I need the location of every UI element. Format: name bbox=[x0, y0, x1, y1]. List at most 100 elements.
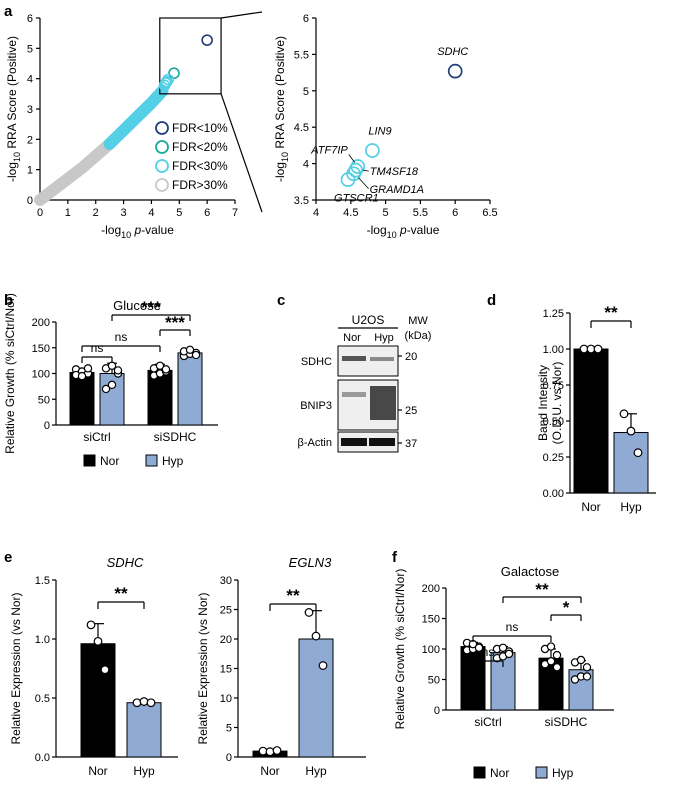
e-sdhc-dot-hyp-1 bbox=[139, 697, 149, 706]
a-right-gene-label-4: GRAMD1A bbox=[370, 184, 424, 196]
e-sdhc-sig: ** bbox=[114, 584, 128, 603]
a-left-xlabel: -log10 p-value bbox=[101, 223, 174, 240]
d-ylabel-2: (O.D.U. vs Nor) bbox=[550, 362, 564, 445]
e-sdhc-bar-hyp bbox=[126, 702, 162, 758]
a-right-ylabel: -log10 RRA Score (Positive) bbox=[273, 36, 290, 182]
a-left-fdr30-points bbox=[103, 84, 169, 150]
e-egln3-xtick-label-0: Nor bbox=[260, 764, 279, 778]
d-ylabel-1: Band Intensity bbox=[536, 365, 550, 441]
b-sig-0: ns bbox=[91, 341, 104, 355]
f-title: Galactose bbox=[501, 564, 560, 579]
a-right-leader-gramd1a bbox=[358, 177, 369, 190]
d-dot-nor-2 bbox=[593, 344, 603, 354]
e-egln3-xtick-label-1: Hyp bbox=[305, 764, 327, 778]
a-left-legend-marker-1 bbox=[155, 140, 169, 154]
a-left-ylabel: -log10 RRA Score (Positive) bbox=[5, 36, 22, 182]
e-sdhc-ytick-label-0: 0.0 bbox=[35, 752, 50, 764]
f-dot-hyp-1-5 bbox=[582, 672, 592, 681]
e-sdhc-dot-nor-2 bbox=[100, 665, 110, 675]
b-bar-hyp-0 bbox=[99, 373, 125, 426]
panel-label-c: c bbox=[277, 292, 285, 309]
b-group-label-1: siSDHC bbox=[154, 430, 197, 444]
a-left-xtick-label-4: 4 bbox=[148, 207, 154, 219]
f-bar-nor-0 bbox=[460, 646, 486, 711]
c-row-label-1: BNIP3 bbox=[300, 400, 332, 412]
b-legend-hyp-swatch bbox=[145, 454, 158, 467]
c-row-label-0: SDHC bbox=[301, 356, 332, 368]
f-legend-hyp-swatch bbox=[535, 766, 548, 779]
e-egln3-ylabel: Relative Expression (vs Nor) bbox=[196, 592, 210, 744]
a-left-ytick-label-3: 3 bbox=[27, 104, 33, 116]
b-bar-nor-1 bbox=[147, 369, 173, 426]
f-ylabel: Relative Growth (% siCtrl/Nor) bbox=[393, 569, 407, 730]
e-egln3-ytick-label-3: 15 bbox=[220, 664, 232, 676]
e-sdhc-bar-nor bbox=[80, 643, 116, 758]
a-right-gene-label-2: ATF7IP bbox=[310, 145, 348, 157]
c-band-bnip3-hyp bbox=[370, 386, 396, 420]
a-right-gene-label-3: TM4SF18 bbox=[370, 166, 419, 178]
b-bar-hyp-1 bbox=[177, 352, 203, 426]
e-egln3-ytick-label-4: 20 bbox=[220, 634, 232, 646]
e-sdhc-dot-nor-0 bbox=[86, 620, 96, 630]
e-egln3-ytick-label-2: 10 bbox=[220, 693, 232, 705]
b-legend-nor-swatch bbox=[83, 454, 96, 467]
e-sdhc-ylabel: Relative Expression (vs Nor) bbox=[9, 592, 23, 744]
a-right-gene-label-1: LIN9 bbox=[368, 125, 391, 137]
c-band-actin-hyp bbox=[369, 438, 395, 446]
d-ytick-label-0: 0.00 bbox=[543, 488, 564, 500]
a-right-xtick-label-1: 4.5 bbox=[343, 207, 358, 219]
c-kda-label: (kDa) bbox=[405, 330, 432, 342]
a-left-xtick-label-5: 5 bbox=[176, 207, 182, 219]
f-sig-2: * bbox=[563, 598, 570, 617]
d-ytick-label-1: 0.25 bbox=[543, 452, 564, 464]
a-right-gene-label-0: SDHC bbox=[437, 46, 468, 58]
d-xtick-label-1: Hyp bbox=[620, 500, 642, 514]
d-ytick-label-3: 0.75 bbox=[543, 380, 564, 392]
e-egln3-dot-nor-1 bbox=[265, 747, 275, 757]
e-egln3-sig: ** bbox=[286, 586, 300, 605]
a-left-point-1 bbox=[168, 67, 180, 80]
c-mw-label: MW bbox=[408, 315, 428, 327]
a-left-ytick-label-5: 5 bbox=[27, 43, 33, 55]
a-zoom-connector-bottom bbox=[220, 93, 263, 213]
a-right-xlabel: -log10 p-value bbox=[367, 223, 440, 240]
b-ytick-label-1: 50 bbox=[38, 394, 50, 406]
f-ytick-label-4: 200 bbox=[422, 583, 440, 595]
b-ytick-label-0: 0 bbox=[44, 420, 50, 432]
b-group-label-0: siCtrl bbox=[83, 430, 110, 444]
b-dot-hyp-0-0 bbox=[101, 384, 111, 394]
a-left-ylabel-post: RRA Score (Positive) bbox=[5, 36, 19, 149]
d-bar-hyp bbox=[613, 432, 649, 494]
a-left-xlabel-it: p bbox=[134, 223, 142, 237]
chart-layer: 0 1 2 3 4 5 6 7 0 1 2 3 4 5 6 FDR<10% FDR<20% FDR<30% FDR>… bbox=[3, 11, 656, 780]
b-sig-2: *** bbox=[165, 313, 185, 332]
a-left-ylabel-sub: 10 bbox=[12, 152, 22, 162]
a-right-leader-tm4sf18 bbox=[362, 169, 369, 172]
c-row-label-2: β-Actin bbox=[298, 437, 332, 449]
b-dot-nor-1-5 bbox=[161, 365, 171, 374]
b-legend-hyp-label: Hyp bbox=[162, 454, 184, 468]
b-legend-nor-label: Nor bbox=[100, 454, 119, 468]
b-dot-hyp-1-5 bbox=[191, 350, 201, 360]
f-ytick-label-0: 0 bbox=[434, 705, 440, 717]
a-right-gene-label-5: GTSCR1 bbox=[334, 193, 379, 205]
f-dot-nor-1-2 bbox=[552, 650, 562, 660]
a-right-ylabel-pre: -log bbox=[273, 162, 287, 182]
a-right-xlabel-pre: -log bbox=[367, 223, 387, 237]
b-sig-3: *** bbox=[141, 298, 161, 317]
f-ytick-label-2: 100 bbox=[422, 644, 440, 656]
f-group-label-0: siCtrl bbox=[474, 715, 501, 729]
e-sdhc-ytick-label-1: 0.5 bbox=[35, 693, 50, 705]
a-right-xlabel-post: -value bbox=[407, 223, 440, 237]
a-left-ytick-label-4: 4 bbox=[27, 74, 33, 86]
f-legend-nor-swatch bbox=[473, 766, 486, 779]
c-band-bnip3-nor bbox=[342, 392, 366, 397]
f-dot-nor-0-5 bbox=[474, 643, 484, 652]
e-egln3-dot-hyp-2 bbox=[318, 661, 328, 670]
panel-label-f: f bbox=[392, 549, 398, 566]
f-sig-3: ** bbox=[535, 580, 549, 599]
a-left-fdr-gt30-points bbox=[34, 137, 116, 206]
f-sig-0: ns bbox=[482, 645, 495, 659]
f-dot-hyp-0-5 bbox=[504, 649, 514, 659]
